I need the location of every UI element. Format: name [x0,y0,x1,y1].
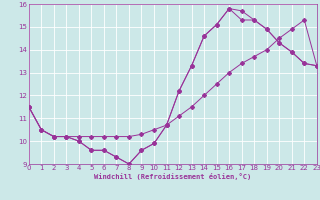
X-axis label: Windchill (Refroidissement éolien,°C): Windchill (Refroidissement éolien,°C) [94,173,252,180]
